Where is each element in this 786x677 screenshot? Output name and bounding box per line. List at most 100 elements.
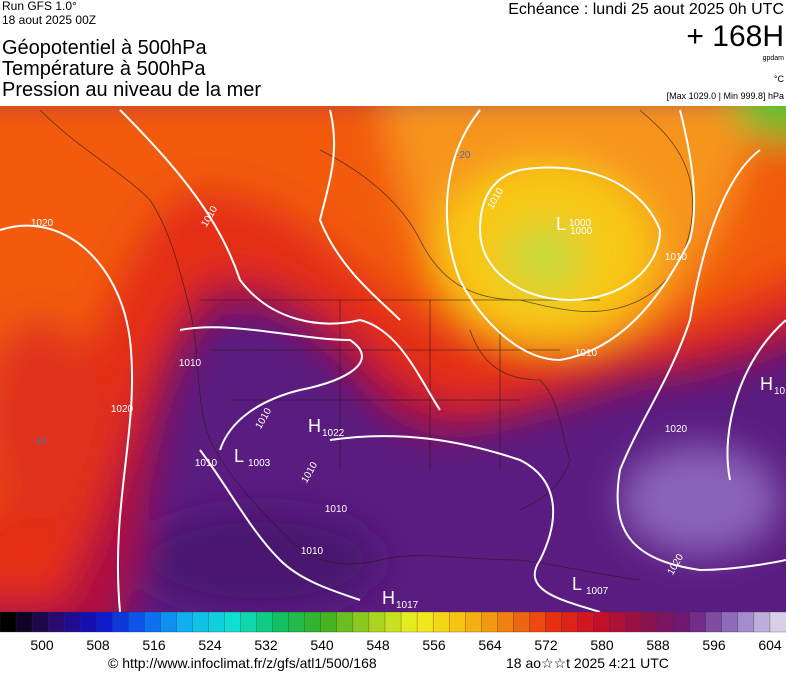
colorbar-swatch [128, 611, 146, 633]
lead-time: + 168H [686, 20, 784, 53]
colorbar-swatch [481, 611, 498, 633]
colorbar-label: 508 [86, 637, 110, 653]
colorbar-swatch [416, 611, 434, 633]
temp-unit: °C [774, 74, 785, 84]
colorbar-swatch [577, 611, 595, 633]
colorbar-swatch [721, 611, 739, 633]
isobar-label: 1020 [665, 424, 688, 435]
colorbar-label: 604 [758, 637, 782, 653]
colorbar-swatch [769, 611, 786, 633]
colorbar-swatch [593, 611, 611, 633]
valid-time: Echéance : lundi 25 aout 2025 0h UTC [508, 1, 784, 18]
colorbar-swatch [609, 611, 627, 633]
run-date: 18 aout 2025 00Z [2, 13, 96, 27]
colorbar-swatch [625, 611, 643, 633]
colorbar-swatch [657, 611, 675, 633]
footer-source: © http://www.infoclimat.fr/z/gfs/atl1/50… [108, 655, 377, 671]
pressure-center-value: 1003 [248, 458, 271, 469]
colorbar-label: 532 [254, 637, 278, 653]
colorbar-label: 548 [366, 637, 390, 653]
colorbar-label: 588 [646, 637, 670, 653]
colorbar-swatch [256, 611, 274, 633]
colorbar-swatch [561, 611, 579, 633]
pressure-center-letter: L [572, 574, 582, 594]
isobar-label: 1010 [665, 252, 688, 263]
colorbar-swatch [384, 611, 402, 633]
colorbar-swatch [336, 611, 354, 633]
pressure-range: [Max 1029.0 | Min 999.8] hPa [667, 91, 784, 101]
colorbar-swatch [176, 611, 194, 633]
isobar-label: 1000 [569, 218, 592, 229]
pressure-center-letter: H [382, 588, 395, 608]
colorbar-swatch [432, 611, 450, 633]
colorbar-swatch [288, 611, 306, 633]
colorbar: 500 508 516 524 532 540 548 556 564 572 580 588 596 6… [0, 611, 786, 653]
run-label: Run GFS 1.0° [2, 0, 77, 13]
colorbar-label: 564 [478, 637, 502, 653]
colorbar-swatch [400, 611, 418, 633]
colorbar-swatch [352, 611, 370, 633]
isobar-label: 1020 [111, 404, 134, 415]
colorbar-swatch [64, 611, 81, 633]
colorbar-swatch [465, 611, 482, 633]
colorbar-swatch [240, 611, 258, 633]
map-title: Pression au niveau de la mer [2, 79, 261, 101]
colorbar-swatch [689, 611, 707, 633]
colorbar-swatch [47, 611, 65, 633]
pressure-center-value: 1000 [570, 226, 593, 237]
colorbar-swatch [737, 611, 755, 633]
map-field [0, 106, 786, 612]
isobars [0, 109, 786, 612]
colorbar-swatch [192, 611, 210, 633]
pressure-center-value: 10 [774, 386, 786, 397]
colorbar-swatch [641, 611, 659, 633]
pressure-center-value: 1017 [396, 600, 419, 611]
colorbar-swatch [320, 611, 338, 633]
colorbar-swatch [368, 611, 386, 633]
colorbar-swatch [529, 611, 547, 633]
colorbar-label: 596 [702, 637, 726, 653]
colorbar-swatch [144, 611, 162, 633]
colorbar-swatch [208, 611, 226, 633]
colorbar-swatch [31, 611, 49, 633]
isobar-label: 1010 [179, 358, 202, 369]
colorbar-swatch [753, 611, 771, 633]
pressure-center-letter: H [760, 374, 773, 394]
pressure-center-letter: L [556, 214, 566, 234]
colorbar-swatch [545, 611, 563, 633]
colorbar-swatch [112, 611, 129, 633]
pressure-center-letter: L [234, 446, 244, 466]
colorbar-swatch [705, 611, 723, 633]
geo-unit: gpdam [763, 55, 785, 62]
map-title: Température à 500hPa [2, 58, 206, 80]
isobar-label: 1010 [301, 546, 324, 557]
isobar-label: 1010 [325, 504, 348, 515]
footer-timestamp: 18 ao☆☆t 2025 4:21 UTC [506, 655, 669, 671]
colorbar-swatch [80, 611, 97, 633]
colorbar-swatch [673, 611, 691, 633]
colorbar-label: 540 [310, 637, 334, 653]
pressure-center-letter: H [308, 416, 321, 436]
isobar-label: 1010 [575, 348, 598, 359]
colorbar-swatch [304, 611, 322, 633]
colorbar-swatch [448, 611, 466, 633]
colorbar-swatch [272, 611, 290, 633]
colorbar-label: 580 [590, 637, 614, 653]
colorbar-swatch [224, 611, 242, 633]
colorbar-label: 572 [534, 637, 558, 653]
colorbar-swatch [15, 611, 33, 633]
map-title: Géopotentiel à 500hPa [2, 37, 207, 59]
isobar-label: 1010 [195, 458, 218, 469]
isotherm-label: -10 [32, 436, 47, 447]
colorbar-label: 500 [30, 637, 54, 653]
colorbar-swatch [96, 611, 113, 633]
colorbar-swatch [497, 611, 514, 633]
isobar-label: 1020 [31, 218, 54, 229]
colorbar-label: 524 [198, 637, 222, 653]
colorbar-label: 516 [142, 637, 166, 653]
colorbar-swatch [513, 611, 530, 633]
pressure-center-value: 1022 [322, 428, 345, 439]
colorbar-label: 556 [422, 637, 446, 653]
